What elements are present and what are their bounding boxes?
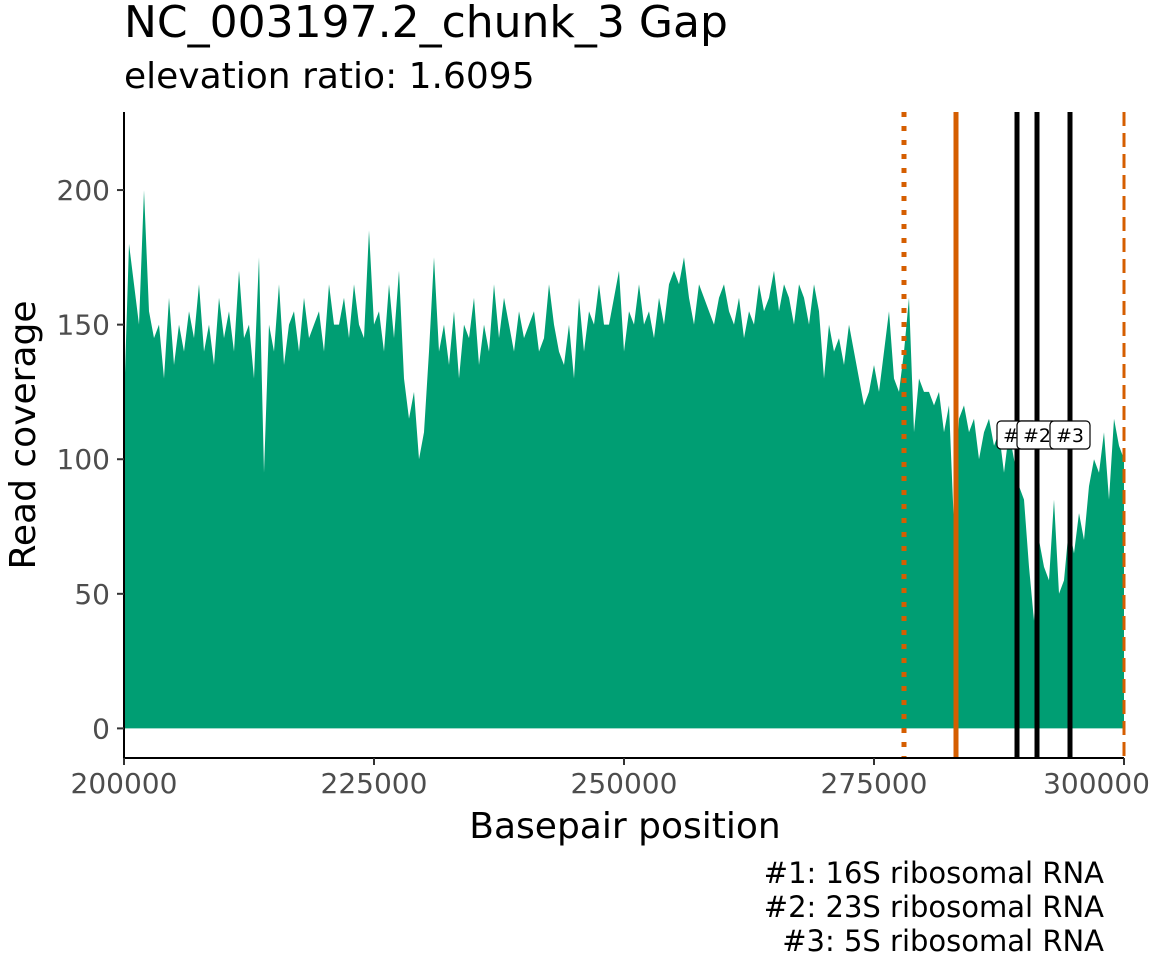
chart-title: NC_003197.2_chunk_3 Gap [124,0,728,48]
x-tick-label: 250000 [571,767,678,800]
feature-label-text: #2 [1023,425,1051,447]
plot-area [124,190,1124,729]
x-tick-label: 225000 [321,767,428,800]
caption: #1: 16S ribosomal RNA#2: 23S ribosomal R… [764,856,1104,958]
caption-line-1: #1: 16S ribosomal RNA [764,856,1104,890]
y-tick-label: 150 [57,309,110,342]
y-axis-title: Read coverage [3,300,44,569]
x-axis-title: Basepair position [469,806,780,847]
chart-subtitle: elevation ratio: 1.6095 [124,56,535,97]
y-tick-label: 0 [92,712,110,745]
feature-label-2: #2 [1016,420,1058,450]
x-tick-label: 300000 [1043,767,1150,800]
caption-line-2: #2: 23S ribosomal RNA [764,890,1104,924]
feature-labels: #1#2#3 [996,420,1091,450]
y-tick-label: 50 [74,578,110,611]
feature-label-text: #3 [1056,425,1084,447]
caption-line-3: #3: 5S ribosomal RNA [782,924,1104,958]
marker-lines [901,112,1126,758]
x-tick-label: 275000 [821,767,928,800]
coverage-area-0 [124,190,1124,729]
x-tick-label: 200000 [71,767,178,800]
feature-label-3: #3 [1049,420,1091,450]
feature-label-box [1049,420,1091,450]
tick-labels: 0 50 100 150 200 200000 225000 250000 275000 3000… [57,174,1150,800]
y-tick-label: 200 [57,174,110,207]
y-tick-label: 100 [57,443,110,476]
